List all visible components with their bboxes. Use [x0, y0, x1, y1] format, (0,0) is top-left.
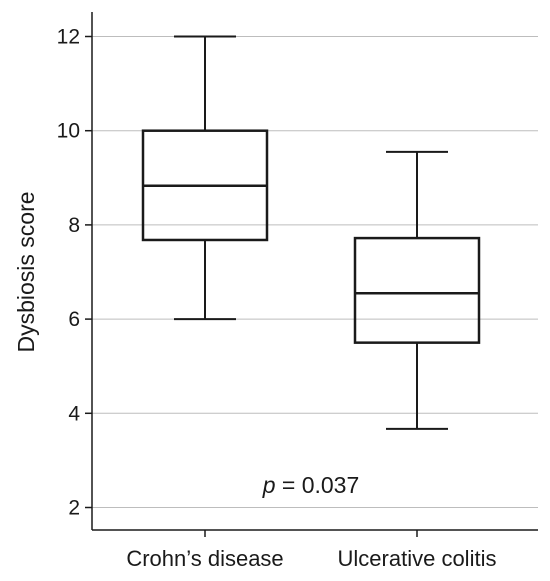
x-category-label: Ulcerative colitis: [338, 546, 497, 571]
y-tick-label: 4: [68, 402, 80, 425]
p-value-annotation: p = 0.037: [262, 472, 360, 498]
p-value-symbol: p: [262, 472, 276, 498]
y-tick-label: 8: [68, 214, 80, 237]
y-tick-labels: 2 4 6 8 10 12: [57, 26, 92, 520]
gridlines: [92, 36, 538, 508]
p-value-text: = 0.037: [276, 472, 360, 498]
y-tick-label: 2: [68, 497, 80, 520]
x-category-label: Crohn’s disease: [126, 546, 283, 571]
x-category-labels: Crohn’s disease Ulcerative colitis: [126, 530, 496, 571]
box-ulcerative-colitis: [353, 150, 481, 430]
axes: [91, 12, 538, 531]
y-tick-label: 10: [57, 120, 80, 143]
y-tick-label: 6: [68, 308, 80, 331]
interquartile-box: [353, 236, 481, 344]
boxes: [141, 35, 481, 430]
y-axis-title: Dysbiosis score: [13, 191, 39, 352]
box-crohns-disease: [141, 35, 269, 321]
y-tick-label: 12: [57, 26, 80, 49]
